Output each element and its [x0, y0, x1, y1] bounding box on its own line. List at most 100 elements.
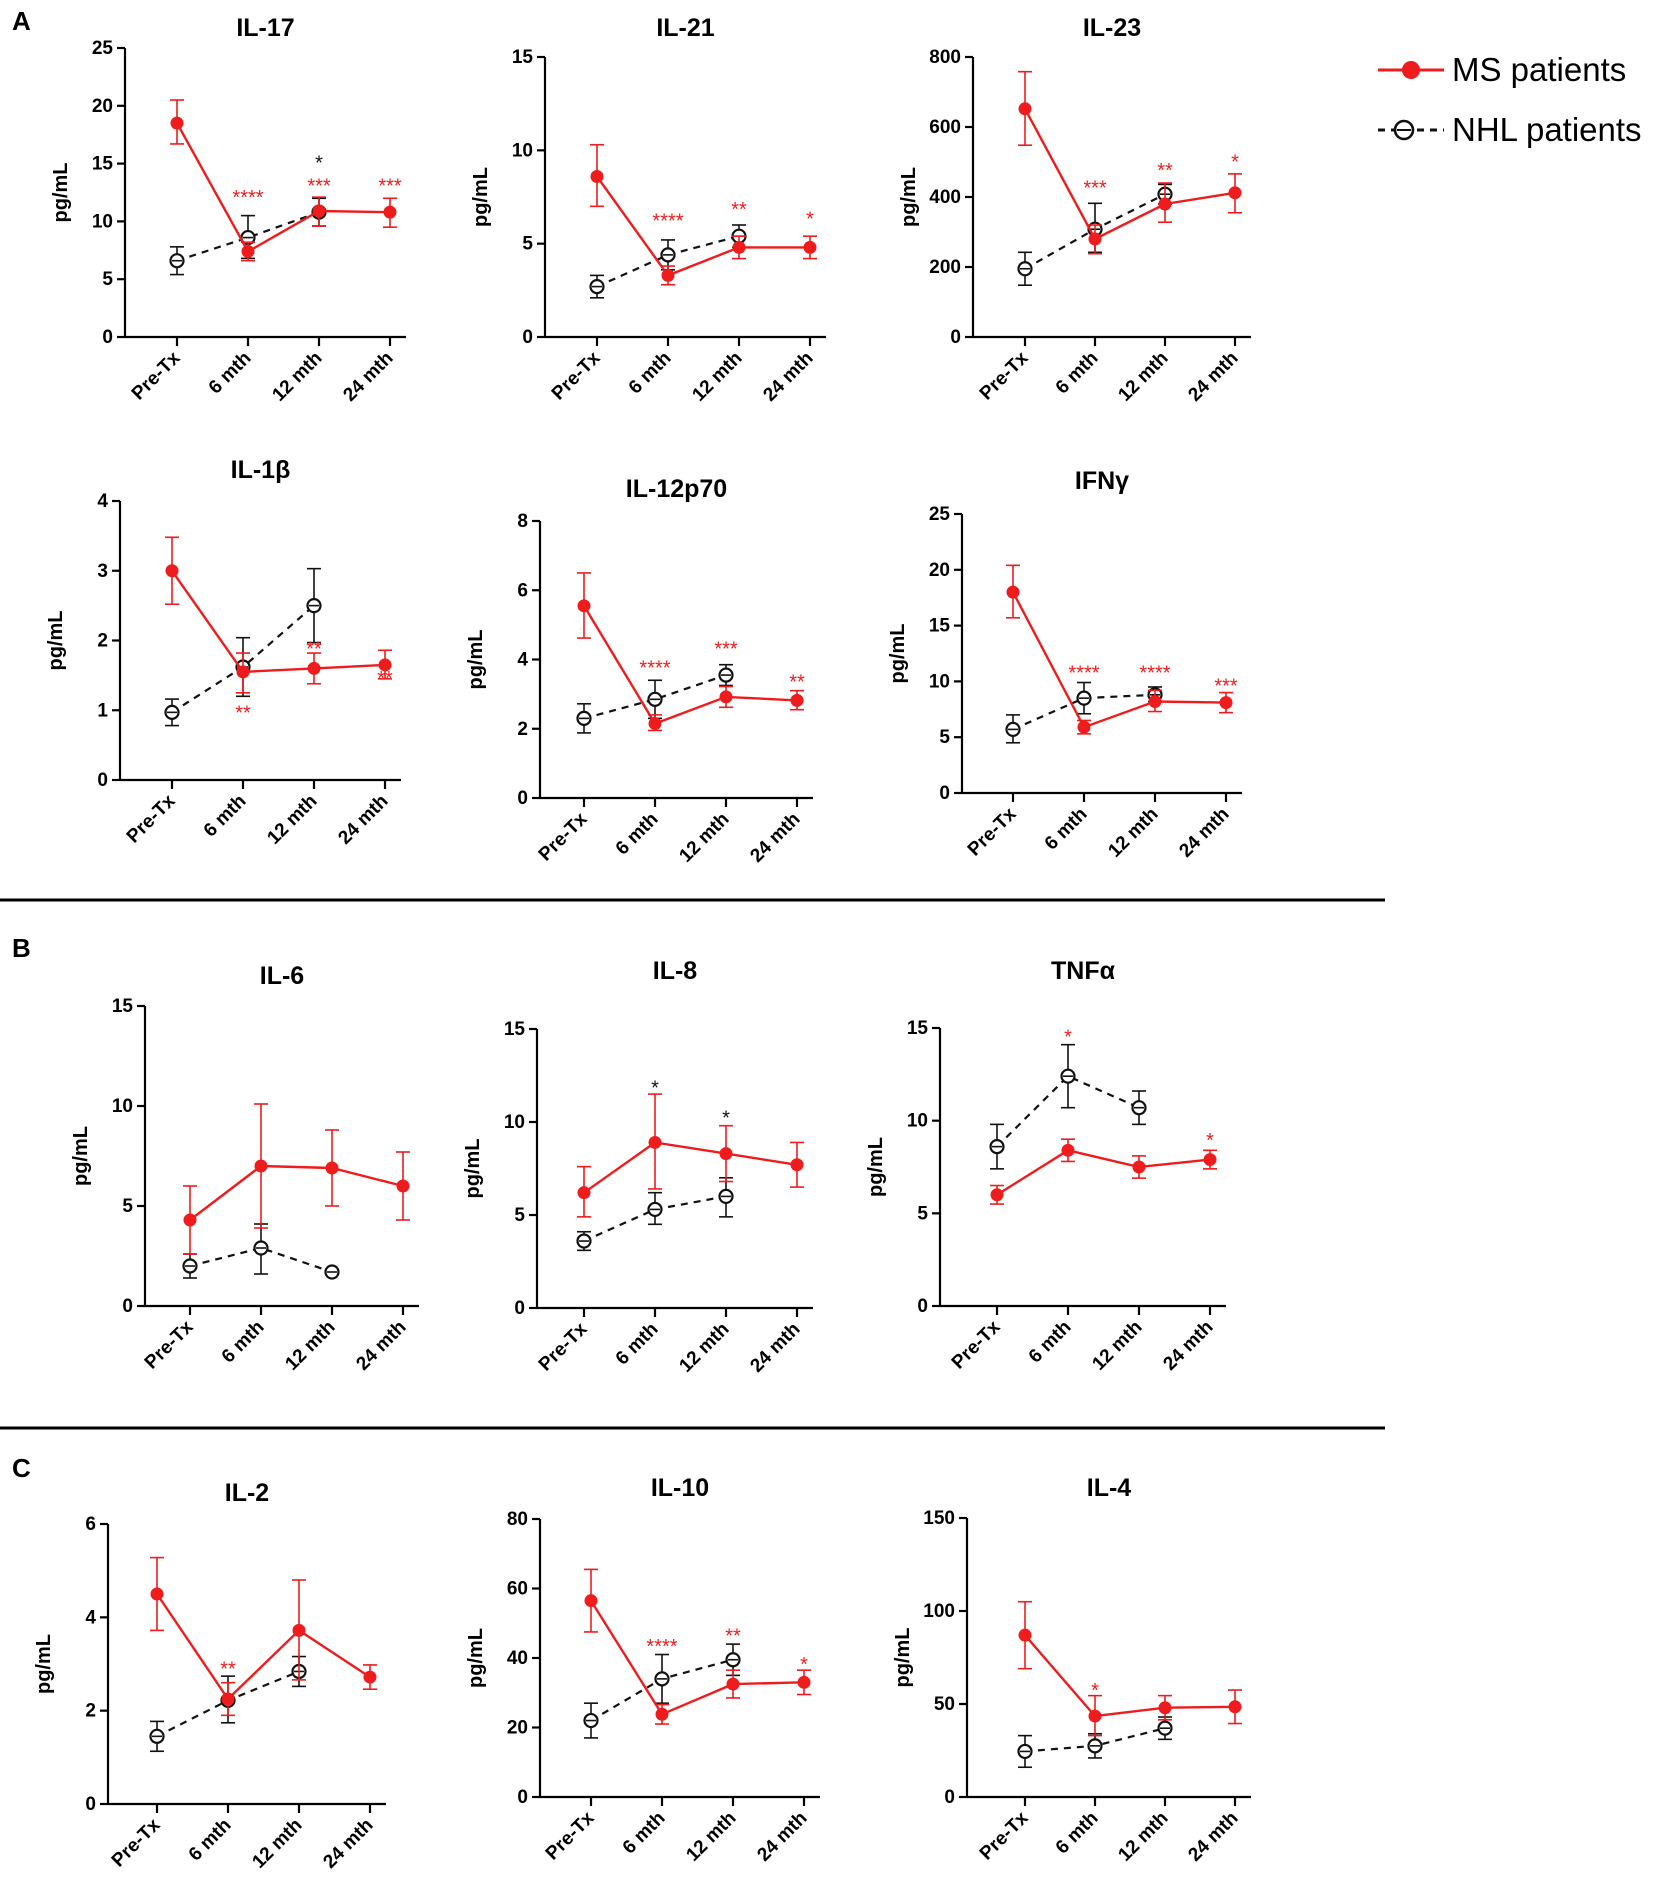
y-tick-label: 150	[923, 1508, 955, 1529]
ms-data-point	[1228, 1700, 1242, 1714]
ms-series-line	[189, 1164, 404, 1221]
ms-data-point	[790, 1158, 804, 1172]
significance-label: ****	[652, 210, 683, 232]
y-axis-label: pg/mL	[470, 167, 492, 227]
x-tick-label: 6 mth	[185, 1815, 236, 1866]
nhl-series-line	[583, 674, 727, 720]
y-tick-label: 5	[939, 727, 950, 748]
y-tick-label: 5	[522, 234, 533, 255]
x-tick-label: Pre-Tx	[976, 347, 1033, 404]
ms-series-line	[582, 605, 798, 726]
chart-0: IL-17 0 5 10 15 20 25 pg/mL Pre-Tx 6 mth 12 mth 24 …	[50, 14, 406, 406]
ms-data-point	[1228, 186, 1242, 200]
y-tick-label: 1	[97, 700, 108, 721]
ms-data-point	[383, 205, 397, 219]
x-tick-label: 6 mth	[612, 1319, 663, 1370]
significance-label: **	[731, 199, 747, 221]
x-tick-label: 24 mth	[1175, 804, 1233, 862]
y-tick-label: 5	[514, 1205, 525, 1226]
x-tick-label: Pre-Tx	[964, 803, 1021, 860]
y-tick-label: 0	[939, 783, 950, 804]
significance-label: ****	[1139, 662, 1170, 684]
x-tick-label: 12 mth	[281, 1317, 339, 1375]
y-tick-label: 15	[512, 47, 534, 68]
chart-title: IFNγ	[1075, 467, 1129, 495]
ms-data-point	[1088, 1709, 1102, 1723]
y-tick-label: 2	[97, 631, 108, 652]
chart-5: IFNγ 0 5 10 15 20 25 pg/mL Pre-Tx 6 mth 12 mth 24 m…	[887, 467, 1242, 862]
y-tick-label: 60	[507, 1579, 528, 1600]
x-tick-label: 12 mth	[675, 809, 733, 867]
x-tick-label: Pre-Tx	[535, 808, 592, 865]
significance-label: **	[377, 668, 393, 690]
ms-data-point	[732, 240, 746, 254]
y-tick-label: 10	[929, 671, 950, 692]
ms-series-line	[171, 570, 386, 674]
ms-data-point	[797, 1675, 811, 1689]
y-tick-label: 80	[507, 1509, 528, 1530]
y-tick-label: 20	[929, 560, 950, 581]
x-tick-label: 24 mth	[759, 348, 817, 406]
x-tick-label: 24 mth	[352, 1317, 410, 1375]
x-tick-label: 24 mth	[319, 1815, 377, 1873]
y-tick-label: 25	[92, 38, 114, 59]
y-tick-label: 25	[929, 504, 951, 525]
ms-data-point	[648, 1135, 662, 1149]
significance-label: *	[722, 1107, 730, 1129]
y-tick-label: 15	[907, 1018, 929, 1039]
chart-title: IL-4	[1087, 1474, 1132, 1502]
x-tick-label: Pre-Tx	[542, 1807, 599, 1864]
y-axis-label: pg/mL	[462, 1139, 484, 1199]
chart-6: IL-6 0 5 10 15 pg/mL Pre-Tx 6 mth 12 mth 24 mth	[70, 962, 419, 1375]
x-tick-label: Pre-Tx	[108, 1814, 165, 1871]
y-tick-label: 0	[522, 327, 533, 348]
panel-letter-a: A	[12, 6, 31, 36]
x-tick-label: 12 mth	[682, 1808, 740, 1866]
significance-label: ****	[1068, 662, 1099, 684]
chart-11: IL-4 0 50 100 150 pg/mL Pre-Tx 6 mth 12 mth 24 mt…	[892, 1474, 1251, 1866]
ms-data-point	[241, 244, 255, 258]
chart-2: IL-23 0 200 400 600 800 pg/mL Pre-Tx 6 mth 12 mth…	[898, 14, 1251, 406]
ms-series-line	[175, 122, 391, 254]
ms-data-point	[1158, 197, 1172, 211]
chart-9: IL-2 0 2 4 6 pg/mL Pre-Tx 6 mth 12 mth 24 mth **	[33, 1479, 386, 1873]
y-tick-label: 2	[85, 1701, 96, 1722]
x-tick-label: 12 mth	[1114, 1808, 1172, 1866]
x-tick-label: 24 mth	[1184, 348, 1242, 406]
y-axis-label: pg/mL	[865, 1137, 887, 1197]
chart-title: IL-23	[1083, 14, 1141, 42]
ms-data-point	[803, 240, 817, 254]
ms-data-point	[719, 690, 733, 704]
y-axis-label: pg/mL	[70, 1126, 92, 1186]
x-tick-label: 12 mth	[248, 1815, 306, 1873]
chart-title: IL-8	[653, 957, 698, 985]
x-tick-label: 24 mth	[1159, 1317, 1217, 1375]
y-axis-label: pg/mL	[898, 167, 920, 227]
chart-4: IL-12p70 0 2 4 6 8 pg/mL Pre-Tx 6 mth 12 mth 24 mt…	[465, 475, 813, 867]
ms-series-line	[156, 1593, 371, 1701]
legend: MS patients NHL patients	[1378, 51, 1642, 148]
x-tick-label: 12 mth	[1114, 348, 1172, 406]
y-axis-label: pg/mL	[33, 1634, 55, 1694]
x-tick-label: 12 mth	[675, 1319, 733, 1377]
x-tick-label: 24 mth	[339, 348, 397, 406]
significance-label: **	[306, 638, 322, 660]
ms-data-point	[577, 599, 591, 613]
y-tick-label: 0	[517, 788, 528, 809]
y-tick-label: 0	[950, 327, 961, 348]
ms-data-point	[590, 169, 604, 183]
ms-data-point	[1148, 694, 1162, 708]
ms-data-point	[307, 661, 321, 675]
y-tick-label: 0	[122, 1296, 133, 1317]
chart-title: IL-12p70	[626, 475, 727, 503]
y-tick-label: 10	[512, 140, 533, 161]
x-tick-label: 24 mth	[1184, 1808, 1242, 1866]
x-tick-label: 6 mth	[1041, 804, 1092, 855]
y-tick-label: 2	[517, 719, 528, 740]
y-tick-label: 0	[944, 1787, 955, 1808]
y-tick-label: 0	[514, 1298, 525, 1319]
chart-title: IL-2	[225, 1479, 269, 1507]
y-tick-label: 15	[92, 154, 114, 175]
y-tick-label: 15	[504, 1019, 526, 1040]
significance-label: *	[1206, 1130, 1214, 1152]
